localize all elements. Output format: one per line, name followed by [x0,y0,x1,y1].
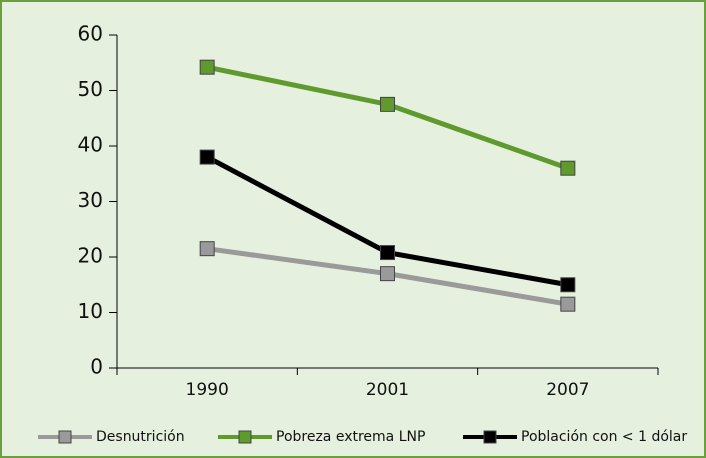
y-tick-label: 40 [78,133,103,157]
x-tick-label: 2007 [546,380,589,400]
y-tick-label: 30 [78,188,103,212]
legend-marker [483,430,497,444]
point-marker [380,245,395,261]
legend-label: Población con < 1 dólar [521,429,687,445]
y-tick-label: 0 [90,355,103,379]
y-tick-label: 10 [78,299,103,323]
point-marker [380,96,395,112]
y-tick-label: 20 [78,244,103,268]
legend-marker [238,430,252,444]
point-marker [380,266,395,282]
point-marker [560,296,576,312]
point-marker [560,277,576,293]
point-marker [560,160,576,176]
x-tick-label: 1990 [186,380,229,400]
point-marker [199,149,215,165]
point-marker [199,241,215,257]
y-tick-label: 60 [78,22,103,46]
legend-label: Desnutrición [96,429,185,445]
legend-label: Pobreza extrema LNP [276,429,425,445]
point-marker [199,59,215,75]
x-tick-label: 2001 [366,380,409,400]
y-tick-label: 50 [78,77,103,101]
legend-marker [58,430,72,444]
